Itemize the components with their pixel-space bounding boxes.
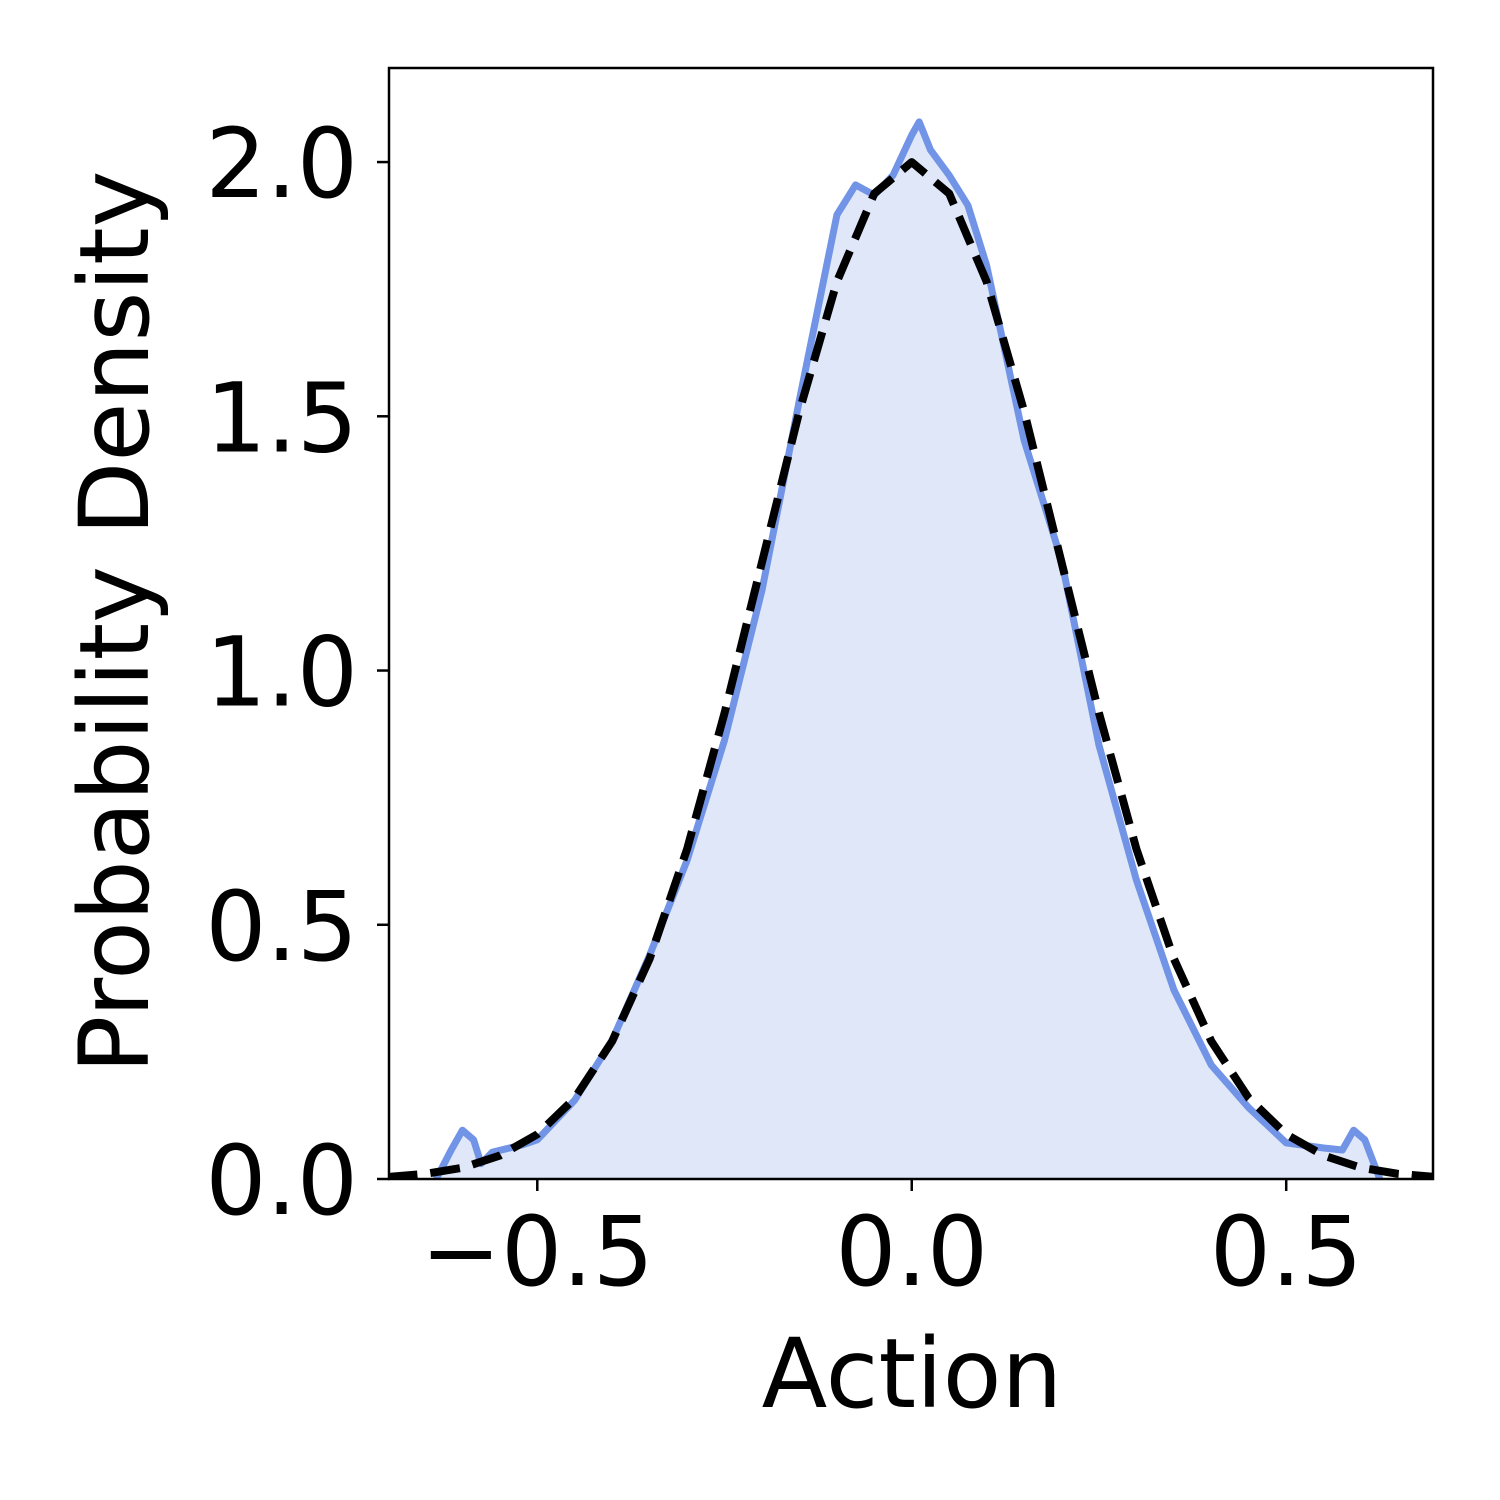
x-axis-label: Action [762, 1318, 1063, 1430]
y-tick-label: 1.5 [205, 362, 358, 474]
plot-area [389, 118, 1433, 1179]
y-tick-label: 0.0 [205, 1125, 358, 1237]
y-tick-label: 1.0 [205, 617, 358, 729]
area-fill [436, 121, 1380, 1179]
dashed-line [389, 158, 1433, 1179]
x-tick-label: −0.5 [421, 1196, 654, 1308]
y-tick-label: 2.0 [205, 108, 358, 220]
x-tick-label: 0.5 [1210, 1196, 1363, 1308]
y-tick-label: 0.5 [205, 871, 358, 983]
x-tick-label: 0.0 [835, 1196, 988, 1308]
y-axis-label: Probability Density [59, 171, 171, 1074]
